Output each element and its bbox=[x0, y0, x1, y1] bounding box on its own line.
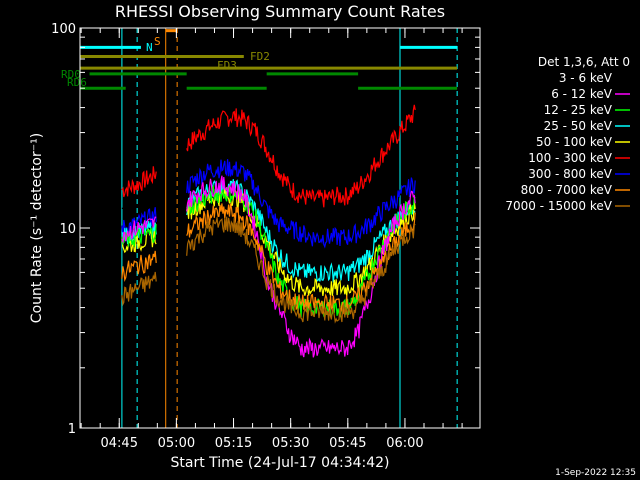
footer-date: 1-Sep-2022 12:35 bbox=[555, 468, 636, 478]
state-bar-label: N bbox=[146, 41, 153, 54]
y-tick-label: 1 bbox=[68, 422, 76, 437]
series-line bbox=[121, 175, 416, 358]
chart-title: RHESSI Observing Summary Count Rates bbox=[115, 2, 445, 21]
legend-label: 6 - 12 keV bbox=[551, 87, 613, 101]
state-bar-label: RD0 bbox=[61, 68, 81, 81]
state-bar-label: RD6 bbox=[67, 76, 87, 89]
state-bar-label: FD3 bbox=[217, 59, 237, 72]
legend-header: Det 1,3,6, Att 0 bbox=[538, 55, 630, 69]
x-tick-label: 05:15 bbox=[215, 436, 252, 451]
legend-label: 7000 - 15000 keV bbox=[505, 199, 612, 213]
x-axis-label: Start Time (24-Jul-17 04:34:42) bbox=[170, 455, 389, 471]
legend-label: 12 - 25 keV bbox=[544, 103, 613, 117]
state-bar-label: FD2 bbox=[250, 50, 270, 63]
legend-label: 50 - 100 keV bbox=[536, 135, 613, 149]
legend-label: 300 - 800 keV bbox=[528, 167, 612, 181]
legend-label: 25 - 50 keV bbox=[544, 119, 613, 133]
y-axis-label: Count Rate (s⁻¹ detector⁻¹) bbox=[29, 133, 45, 323]
series-line bbox=[121, 104, 416, 208]
legend: Det 1,3,6, Att 0 3 - 6 keV 6 - 12 keV 12 -… bbox=[505, 55, 630, 213]
x-tick-label: 05:00 bbox=[158, 436, 195, 451]
legend-label: 100 - 300 keV bbox=[528, 151, 612, 165]
legend-label: 800 - 7000 keV bbox=[521, 183, 613, 197]
series-line bbox=[121, 216, 416, 324]
y-tick-label: 100 bbox=[51, 22, 76, 37]
x-tick-label: 05:30 bbox=[272, 436, 309, 451]
y-tick-label: 10 bbox=[59, 222, 76, 237]
legend-label: 3 - 6 keV bbox=[559, 71, 613, 85]
axes: 1 10 100 04:45 05:00 05:15 05:30 05:45 06:00 bbox=[51, 22, 480, 451]
x-tick-label: 05:45 bbox=[329, 436, 366, 451]
state-bar-label: S bbox=[154, 35, 161, 48]
x-tick-label: 04:45 bbox=[101, 436, 138, 451]
x-tick-label: 06:00 bbox=[386, 436, 423, 451]
